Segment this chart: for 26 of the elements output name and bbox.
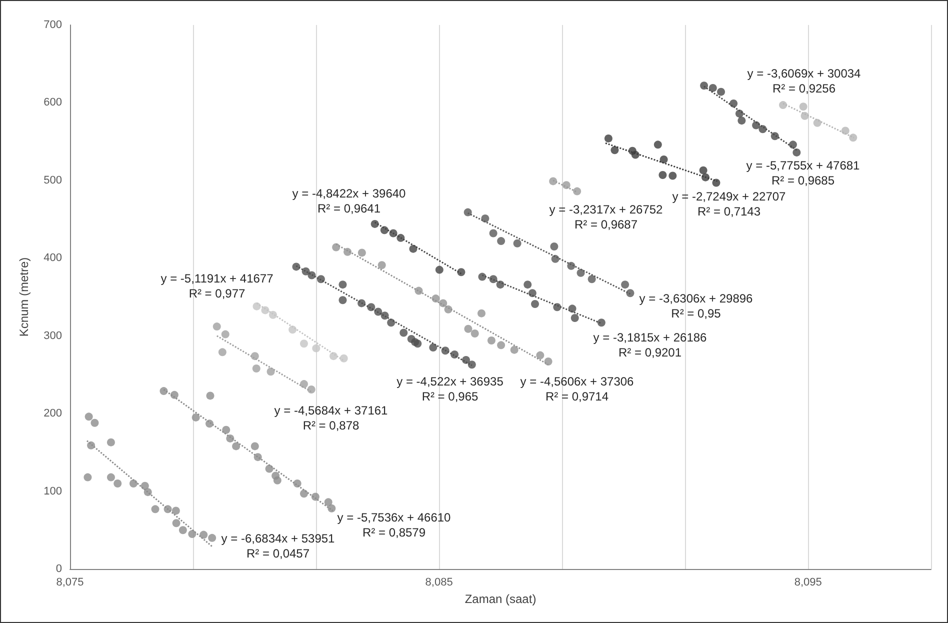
y-tick-label: 200 xyxy=(44,408,62,420)
x-tick-label: 8,095 xyxy=(794,576,822,588)
annotation: y = -6,6834x + 53951 R² = 0,0457 xyxy=(221,532,336,560)
x-axis-title: Zaman (saat) xyxy=(464,592,536,606)
annotation: y = -3,2317x + 26752 R² = 0,9687 xyxy=(549,202,664,232)
annotation: y = -3,6306x + 29896 R² = 0,95 xyxy=(639,292,754,320)
annotation: y = -5,1191x + 41677 R² = 0,977 xyxy=(160,272,274,300)
x-tick-label: 8,085 xyxy=(425,576,453,588)
annotation: y = -2,7249x + 22707 R² = 0,7143 xyxy=(672,190,786,218)
y-tick-label: 100 xyxy=(44,485,62,498)
x-tick-label: 8,075 xyxy=(56,576,84,588)
y-tick-label: 400 xyxy=(44,252,62,264)
annotation: y = -4,8422x + 39640 R² = 0,9641 xyxy=(292,186,406,216)
annotation: y = -5,7755x + 47681 R² = 0,9685 xyxy=(746,158,860,188)
y-axis-title: Kcnum (metre) xyxy=(17,257,31,337)
y-tick-label: 0 xyxy=(56,563,62,575)
y-tick-label: 300 xyxy=(44,330,62,342)
y-tick-label: 700 xyxy=(44,19,62,31)
annotation: y = -5,7536x + 46610 R² = 0,8579 xyxy=(337,510,452,540)
annotation: y = -3,1815x + 26186 R² = 0,9201 xyxy=(593,330,708,360)
annotation: y = -4,522x + 36935 R² = 0,965 xyxy=(396,374,504,404)
annotation: y = -3,6069x + 30034 R² = 0,9256 xyxy=(747,66,862,96)
y-tick-label: 600 xyxy=(44,96,62,109)
annotation: y = -4,5684x + 37161 R² = 0,878 xyxy=(274,404,388,432)
annotation: y = -4,5606x + 37306 R² = 0,9714 xyxy=(520,374,634,404)
y-tick-label: 500 xyxy=(44,174,62,186)
